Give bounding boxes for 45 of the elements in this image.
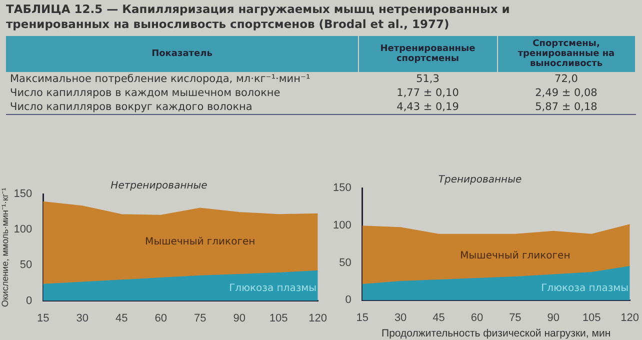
x-axis-title: Продолжительность физической нагрузки, мин [382,328,611,340]
chart-title: Тренированные [438,174,522,186]
y-axis-title: Окисление, ммоль·мин⁻¹·кг⁻¹ [0,188,10,308]
y-tick-label: 0 [345,294,352,306]
x-tick-label: 75 [509,312,522,324]
x-tick-label: 30 [76,312,89,324]
text: ТАБЛИЦА 12.5 — Капилляризация нагружаемых мышц нетренированных и тренированных на выносливость спортсменов (Brodal et al., 1977) [6,2,511,32]
x-tick-label: 30 [394,312,407,324]
x-tick-label: 15 [356,312,368,324]
x-tick-label: 120 [620,312,640,324]
y-tick-label: 150 [332,182,352,194]
y-tick-label: 50 [339,256,352,269]
series-label: Глюкоза плазмы [229,282,317,294]
x-tick-label: 45 [432,312,445,324]
text: Показатель [6,36,359,72]
y-tick-label: 50 [20,259,32,272]
text: 1,77 ± 0,10 [396,86,460,100]
text: Максимальное потребление кислорода, мл·кг⁻¹·мин⁻¹ [9,72,312,86]
text: 4,43 ± 0,19 [396,100,460,114]
text: Нетренированные спортсмены [358,36,497,72]
y-tick-label: 100 [332,219,352,232]
text: 51,3 [415,72,440,86]
series-label: Глюкоза плазмы [541,283,629,294]
x-tick-label: 75 [194,312,206,324]
text: 5,87 ± 0,18 [534,100,598,114]
text: 72,0 [554,72,579,86]
x-tick-label: 60 [154,312,167,324]
text: Число капилляров в каждом мышечном волокне [9,86,282,100]
x-tick-label: 105 [269,312,288,324]
text: Спортсмены, тренированные на выносливость [497,36,636,72]
x-tick-label: 15 [37,312,50,324]
x-tick-label: 60 [470,312,484,324]
y-tick-label: 150 [14,188,32,200]
y-tick-label: 0 [26,294,32,307]
text: Число капилляров вокруг каждого волокна [9,100,254,114]
series-label: Мышечный гликоген [145,236,256,248]
x-tick-label: 45 [116,312,128,324]
x-tick-label: 90 [547,312,560,324]
x-tick-label: 120 [308,312,328,324]
x-tick-label: 90 [233,312,246,324]
text: 2,49 ± 0,08 [534,86,598,100]
x-tick-label: 105 [582,312,601,324]
chart-title: Нетренированные [110,180,208,192]
series-label: Мышечный гликоген [460,250,570,262]
y-tick-label: 100 [14,224,32,236]
